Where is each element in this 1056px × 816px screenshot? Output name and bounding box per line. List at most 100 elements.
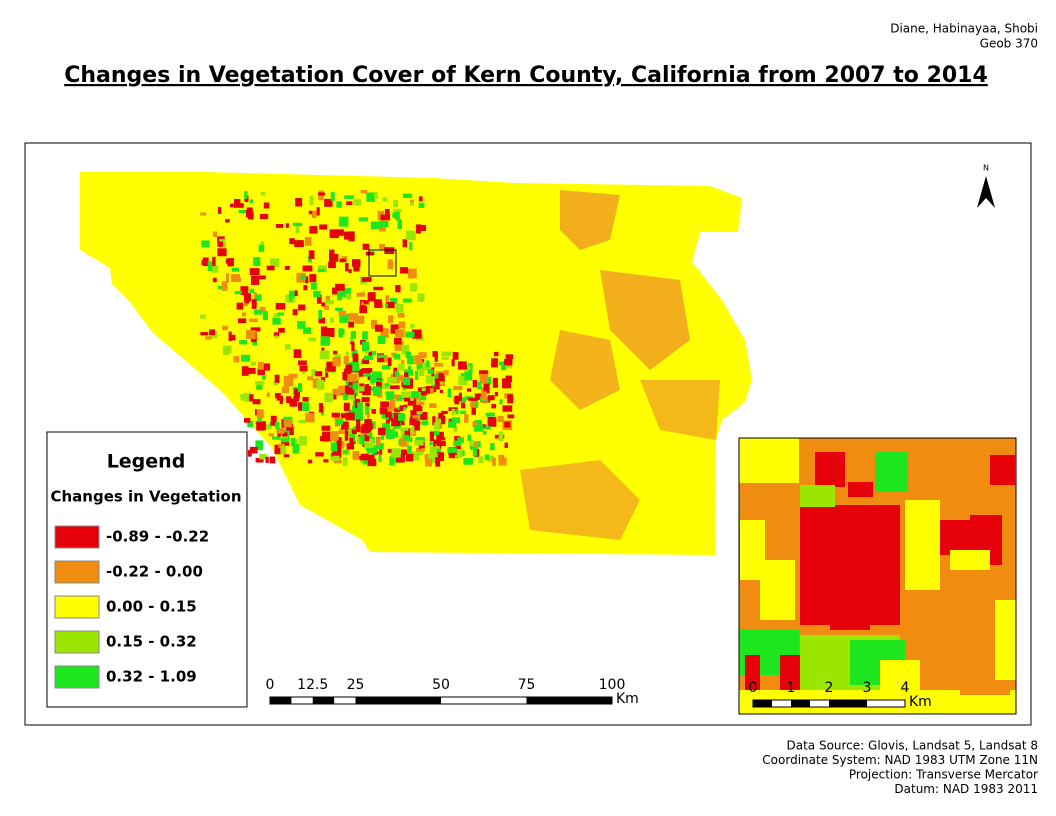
landcover-patch: [478, 370, 489, 376]
landcover-patch: [463, 458, 473, 465]
footer-line: Projection: Transverse Mercator: [849, 768, 1038, 782]
landcover-patch: [283, 375, 293, 384]
landcover-patch: [327, 328, 335, 337]
landcover-patch: [289, 238, 295, 245]
landcover-patch: [439, 431, 444, 439]
landcover-patch: [379, 447, 383, 455]
landcover-patch: [280, 446, 287, 454]
landcover-patch: [395, 284, 401, 293]
landcover-patch: [343, 450, 348, 454]
landcover-patch: [380, 328, 389, 339]
landcover-patch: [274, 335, 278, 339]
landcover-patch: [256, 409, 264, 419]
landcover-patch: [410, 395, 416, 402]
landcover-patch: [434, 355, 438, 362]
landcover-patch: [300, 274, 306, 281]
landcover-patch: [343, 393, 349, 401]
landcover-patch: [353, 410, 360, 417]
landcover-patch: [418, 224, 427, 231]
landcover-patch: [263, 363, 271, 371]
landcover-patch: [421, 387, 427, 392]
scale-bar-segment: [270, 697, 292, 704]
inset-map: [738, 437, 1017, 715]
landcover-patch: [293, 396, 300, 402]
landcover-patch: [200, 314, 206, 319]
landcover-patch: [211, 265, 219, 273]
landcover-patch: [499, 399, 503, 405]
landcover-patch: [320, 326, 328, 337]
scale-bar-segment: [753, 700, 772, 707]
landcover-patch: [403, 376, 411, 386]
scale-label: 75: [518, 677, 536, 693]
landcover-patch: [308, 337, 317, 342]
landcover-patch: [498, 454, 505, 458]
landcover-patch: [359, 306, 368, 314]
landcover-patch: [217, 248, 227, 257]
landcover-patch: [403, 404, 408, 408]
landcover-patch: [415, 401, 425, 406]
landcover-patch: [341, 288, 352, 298]
landcover-patch: [292, 222, 303, 227]
landcover-patch: [268, 433, 274, 437]
landcover-patch: [390, 324, 399, 334]
landcover-patch: [363, 300, 369, 304]
landcover-patch: [257, 423, 265, 431]
landcover-patch: [368, 352, 372, 356]
landcover-patch: [357, 402, 363, 412]
landcover-patch: [368, 454, 375, 461]
scale-unit: Km: [909, 694, 932, 710]
landcover-patch: [458, 397, 467, 403]
landcover-patch: [397, 413, 406, 421]
landcover-patch: [409, 202, 415, 206]
landcover-patch: [302, 396, 309, 402]
landcover-patch: [330, 317, 335, 324]
landcover-patch: [303, 285, 308, 291]
landcover-patch: [379, 220, 389, 228]
landcover-patch: [218, 206, 222, 214]
landcover-patch: [472, 379, 478, 388]
landcover-patch: [435, 381, 440, 390]
north-arrow: N: [977, 164, 995, 208]
landcover-patch: [266, 265, 275, 271]
landcover-patch: [292, 309, 298, 316]
landcover-patch: [298, 420, 306, 424]
landcover-patch: [467, 434, 472, 441]
landcover-patch: [352, 451, 360, 460]
landcover-patch: [341, 421, 349, 430]
landcover-patch: [325, 295, 331, 301]
landcover-patch: [498, 457, 507, 466]
inset-patch: [830, 600, 870, 630]
landcover-patch: [416, 411, 423, 415]
landcover-patch: [468, 397, 478, 401]
orange-zone: [520, 460, 640, 540]
landcover-patch: [257, 362, 264, 370]
landcover-patch: [207, 261, 213, 272]
landcover-patch: [278, 443, 285, 448]
landcover-patch: [329, 249, 335, 256]
landcover-patch: [367, 458, 377, 467]
landcover-patch: [253, 257, 261, 267]
landcover-patch: [458, 376, 468, 386]
landcover-patch: [402, 239, 408, 248]
landcover-patch: [335, 229, 344, 236]
landcover-patch: [259, 454, 267, 460]
landcover-patch: [294, 240, 304, 248]
landcover-patch: [415, 421, 421, 425]
landcover-patch: [295, 225, 300, 234]
scale-label: 25: [347, 677, 365, 693]
landcover-patch: [429, 430, 440, 436]
landcover-patch: [408, 365, 412, 376]
landcover-patch: [438, 422, 442, 429]
landcover-patch: [453, 425, 458, 433]
inset-patch: [905, 500, 940, 590]
landcover-patch: [386, 391, 395, 401]
landcover-patch: [329, 229, 339, 239]
landcover-patch: [375, 437, 381, 446]
landcover-patch: [397, 219, 403, 230]
scale-bar-segment: [791, 700, 810, 707]
landcover-patch: [313, 290, 321, 298]
landcover-patch: [454, 448, 463, 458]
landcover-patch: [338, 430, 345, 435]
landcover-patch: [426, 360, 430, 368]
